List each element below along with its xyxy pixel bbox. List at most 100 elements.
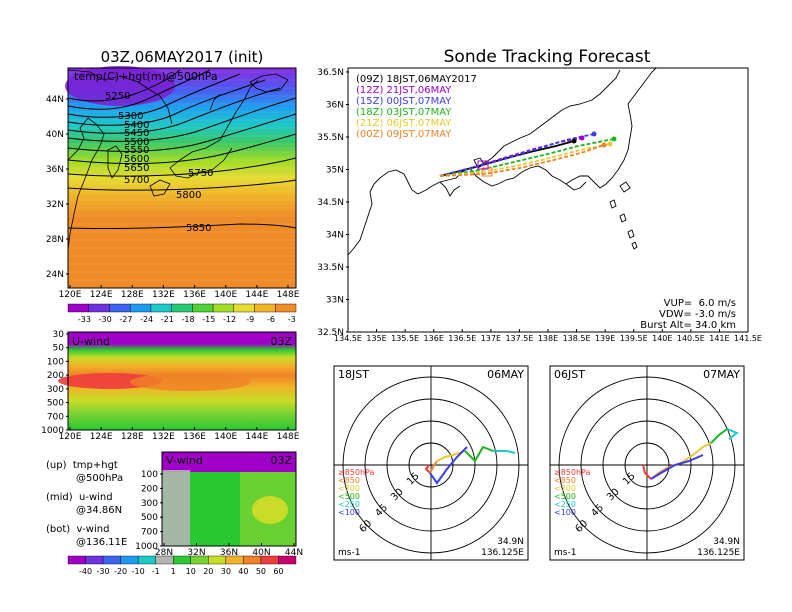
pressure-axis: 30 50 100 200 300 500 700 1000 xyxy=(41,330,69,436)
colorbar-swatch xyxy=(173,555,191,565)
lon-tick-label: 135E xyxy=(366,334,386,343)
contour-label: 5600 xyxy=(124,154,149,165)
colorbar-swatch xyxy=(243,555,262,565)
hodo-lon: 136.125E xyxy=(481,548,524,558)
colorbar-label: -9 xyxy=(246,315,254,324)
colorbar-label: 20 xyxy=(203,567,213,576)
contour-label: 5250 xyxy=(105,91,130,102)
bot-label: (bot) v-wind xyxy=(46,524,109,535)
lon-tick-label: 140E xyxy=(214,432,237,442)
wind-trace xyxy=(680,442,712,464)
lon-tick-label: 140E xyxy=(214,290,237,300)
v-wind-near-zero-shading xyxy=(162,470,190,546)
vdw-param: VDW= -3.0 m/s xyxy=(659,309,736,320)
level-legend: <250 xyxy=(554,500,576,509)
lat-axis: 36.5N 36N 35.5N 35N 34.5N 34N 33.5N 33N 32.5N xyxy=(317,68,349,338)
pressure-tick-label: 1000 xyxy=(41,426,64,436)
hodo-date: 06MAY xyxy=(487,368,524,381)
colorbar-label: -20 xyxy=(114,567,127,576)
sonde-tracks xyxy=(439,133,615,177)
lat-tick-label: 36N xyxy=(220,548,238,558)
lon-tick-label: 128E xyxy=(121,290,144,300)
hodo-time: 18JST xyxy=(338,368,369,381)
pressure-tick-label: 100 xyxy=(141,470,158,480)
colorbar-label: -27 xyxy=(119,315,132,324)
lat-tick-label: 28N xyxy=(155,548,173,558)
wind-colorbar: -40 -30 -20 -10 -1 1 10 20 30 40 50 60 xyxy=(67,555,297,576)
temp-height-map-panel: 03Z,06MAY2017 (init) xyxy=(46,48,300,324)
colorbar-swatch xyxy=(254,303,276,313)
hodo-lat: 34.9N xyxy=(713,537,740,547)
v-wind-positive-shading xyxy=(252,496,288,524)
colorbar-swatch xyxy=(109,303,131,313)
colorbar-label: 60 xyxy=(273,567,283,576)
lon-tick-label: 139.5E xyxy=(620,334,648,343)
legend-entry: (09Z) 18JST,06MAY2017 xyxy=(356,74,477,85)
lon-tick-label: 141.5E xyxy=(734,334,762,343)
colorbar-label: -15 xyxy=(202,315,215,324)
level-legend: <250 xyxy=(338,500,360,509)
colorbar-swatch xyxy=(233,303,255,313)
up-label: (up) tmp+hgt xyxy=(46,460,118,471)
bot-detail: @136.11E xyxy=(76,537,127,548)
lon-tick-label: 138E xyxy=(538,334,558,343)
mid-label: (mid) u-wind xyxy=(46,492,113,503)
contour-label: 5450 xyxy=(124,128,149,139)
cold-core-shading xyxy=(65,66,175,106)
lon-tick-label: 137.5E xyxy=(505,334,533,343)
pressure-tick-label: 300 xyxy=(47,385,64,395)
colorbar-swatch xyxy=(67,555,86,565)
v-wind-time: 03Z xyxy=(270,454,292,467)
wind-trace xyxy=(436,450,466,462)
lon-tick-label: 148E xyxy=(277,290,300,300)
hodo-unit: ms-1 xyxy=(338,548,360,558)
hodo-lon: 136.125E xyxy=(697,548,740,558)
colorbar-swatch xyxy=(102,555,121,565)
lon-tick-label: 137E xyxy=(481,334,501,343)
contour-label: 5750 xyxy=(188,168,213,179)
lat-tick-label: 34N xyxy=(326,231,344,241)
colorbar-swatch xyxy=(88,303,110,313)
lon-tick-label: 139E xyxy=(595,334,615,343)
lat-tick-label: 36N xyxy=(46,165,64,175)
lon-tick-label: 136E xyxy=(424,334,444,343)
v-wind-panel: V-wind 03Z 100 200 300 500 700 1000 28N 32N 36N… xyxy=(135,451,303,558)
burst-alt-param: Burst Alt= 34.0 km xyxy=(640,320,736,331)
lon-tick-label: 124E xyxy=(90,432,113,442)
colorbar-label: -6 xyxy=(267,315,275,324)
lon-tick-label: 120E xyxy=(59,432,82,442)
vup-param: VUP= 6.0 m/s xyxy=(664,298,736,309)
pressure-tick-label: 700 xyxy=(141,528,158,538)
lat-tick-label: 33N xyxy=(326,296,344,306)
temperature-colorbar: -33 -30 -27 -24 -21 -18 -15 -12 -9 -6 -3 xyxy=(67,303,297,324)
burst-points xyxy=(571,131,617,148)
pressure-axis: 100 200 300 500 700 1000 xyxy=(135,470,163,552)
forecast-title: Sonde Tracking Forecast xyxy=(444,47,651,67)
wind-trace xyxy=(493,450,516,454)
lat-tick-label: 36.5N xyxy=(317,68,344,78)
pressure-tick-label: 50 xyxy=(53,344,65,354)
lon-tick-label: 138.5E xyxy=(563,334,591,343)
lat-tick-label: 32N xyxy=(187,548,205,558)
wind-trace xyxy=(650,454,704,480)
wind-trace xyxy=(429,460,438,474)
colorbar-label: -24 xyxy=(140,315,153,324)
lon-tick-label: 136.5E xyxy=(448,334,476,343)
v-wind-label: V-wind xyxy=(166,454,203,467)
colorbar-swatch xyxy=(260,555,279,565)
lon-tick-label: 128E xyxy=(121,432,144,442)
contour-label: 5500 xyxy=(124,137,149,148)
hodo-unit: ms-1 xyxy=(554,548,576,558)
lon-axis: 120E 124E 128E 132E 136E 140E 144E 148E xyxy=(59,285,300,300)
colorbar-label: -3 xyxy=(288,315,296,324)
ascent-params: VUP= 6.0 m/s VDW= -3.0 m/s Burst Alt= 34… xyxy=(640,298,736,331)
colorbar-label: 10 xyxy=(186,567,196,576)
legend-entry: (12Z) 21JST,06MAY xyxy=(356,85,452,96)
level-legend: <100 xyxy=(554,508,576,517)
lon-tick-label: 141E xyxy=(709,334,729,343)
lon-tick-label: 144E xyxy=(245,290,268,300)
colorbar-label: -21 xyxy=(161,315,174,324)
